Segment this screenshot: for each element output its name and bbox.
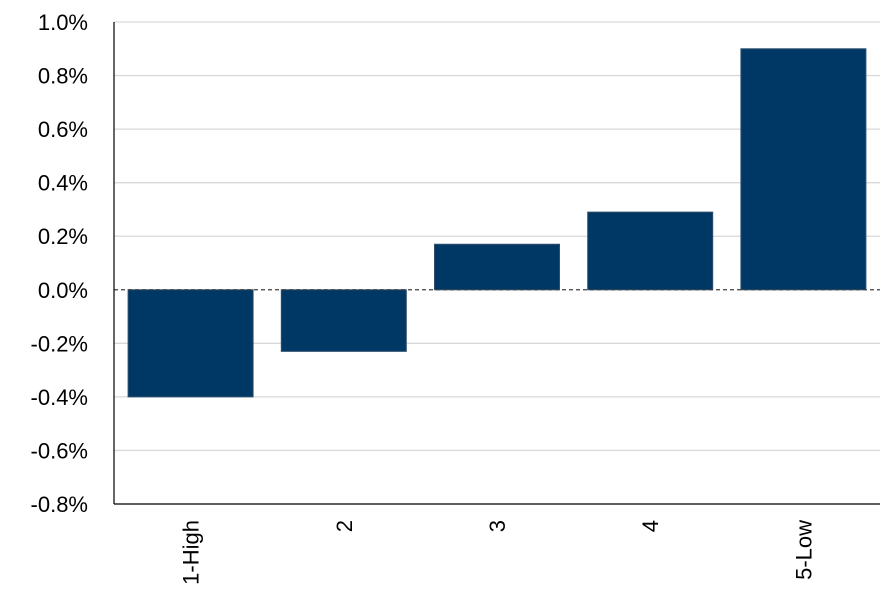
axes (113, 22, 880, 505)
x-category-label: 1-High (179, 520, 204, 585)
y-tick-labels: 1.0% 0.8% 0.6% 0.4% 0.2% 0.0% -0.2% -0.4% -0.6% -… (31, 10, 88, 517)
bar-4 (587, 211, 714, 291)
bars (127, 48, 867, 398)
y-tick-label: -0.6% (31, 438, 88, 463)
y-tick-label: 0.8% (38, 64, 88, 89)
y-tick-label: 0.4% (38, 171, 88, 196)
bar-3 (434, 243, 560, 291)
y-tick-label: 0.6% (38, 117, 88, 142)
bar-1-high (127, 289, 254, 398)
y-tick-label: 0.0% (38, 278, 88, 303)
y-tick-label: -0.8% (31, 492, 88, 517)
bar-2 (280, 289, 407, 352)
y-tick-label: 0.2% (38, 224, 88, 249)
x-category-label: 4 (638, 520, 663, 532)
bar-5-low (740, 48, 867, 291)
x-category-label: 5-Low (791, 520, 816, 580)
y-tick-label: 1.0% (38, 10, 88, 35)
y-tick-label: -0.2% (31, 331, 88, 356)
x-category-label: 3 (485, 520, 510, 532)
x-category-label: 2 (332, 520, 357, 532)
y-tick-label: -0.4% (31, 385, 88, 410)
x-category-labels: 1-High 2 3 4 5-Low (179, 520, 817, 585)
